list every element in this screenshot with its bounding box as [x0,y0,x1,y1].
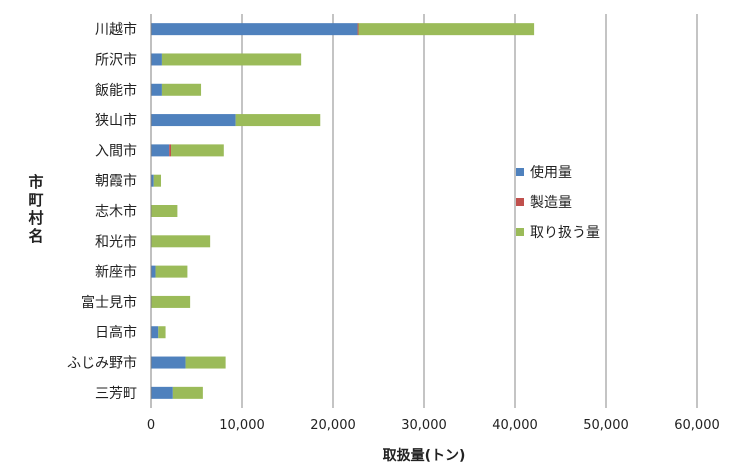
category-label: 狭山市 [95,112,137,129]
bar-segment [235,114,321,127]
bar-segment [151,23,358,36]
category-label: 新座市 [95,264,137,281]
x-tick-label: 10,000 [219,418,265,433]
bar-segment [151,235,211,248]
x-tick-label: 20,000 [310,418,356,433]
category-label: 三芳町 [95,385,137,402]
category-label: 志木市 [95,203,137,220]
category-label: 入間市 [95,142,137,159]
x-tick-label: 50,000 [583,418,629,433]
category-label: 富士見市 [81,294,137,311]
category-label: 和光市 [95,233,137,250]
bar-segment [151,83,162,96]
legend-swatch [516,168,524,176]
bar-segment [151,114,236,127]
gridlines [241,14,698,408]
category-label: 川越市 [95,21,137,38]
bar-segment [185,356,226,369]
category-label: ふじみ野市 [67,355,137,372]
x-tick-label: 40,000 [492,418,538,433]
legend-label: 使用量 [530,164,572,181]
bar-segment [151,265,156,278]
bar-segment [161,53,302,66]
legend-swatch [516,198,524,206]
bar-segment [357,23,359,36]
category-label: 日高市 [95,324,137,341]
bar-segment [161,83,202,96]
bar-segment [169,144,172,157]
x-tick-labels: 0 10,000 20,000 30,000 40,000 50,000 60,000 [147,418,720,433]
x-tick-label: 30,000 [401,418,447,433]
bar-segment [151,174,154,187]
legend-label: 取り扱う量 [530,225,600,241]
x-axis-title: 取扱量(トン) [383,447,466,464]
bar-segment [155,265,188,278]
y-axis-title-char: 名 [28,227,43,245]
bar-segment [151,295,191,308]
bar-segment [158,326,166,339]
category-labels: 川越市所沢市飯能市狭山市入間市朝霞市志木市和光市新座市富士見市日高市ふじみ野市三… [67,21,137,402]
x-tick-label: 60,000 [674,418,720,433]
category-label: 飯能市 [95,82,137,99]
bar-segment [358,23,535,36]
bar-segment [151,205,178,217]
bar-segment [151,144,170,157]
y-axis-title-char: 町 [28,191,43,209]
bars [151,23,535,399]
legend-label: 製造量 [530,195,572,211]
bar-segment [151,53,162,66]
x-tick-label: 0 [147,418,155,433]
bar-segment [172,386,203,399]
category-label: 所沢市 [95,51,137,68]
bar-segment [171,144,224,157]
category-label: 朝霞市 [95,173,137,190]
legend-swatch [516,228,524,236]
bar-segment [153,174,162,187]
bar-segment [151,356,186,369]
bar-segment [151,386,173,399]
y-axis-title-char: 市 [28,173,43,191]
y-axis-title-char: 村 [28,209,43,227]
bar-segment [151,326,159,339]
